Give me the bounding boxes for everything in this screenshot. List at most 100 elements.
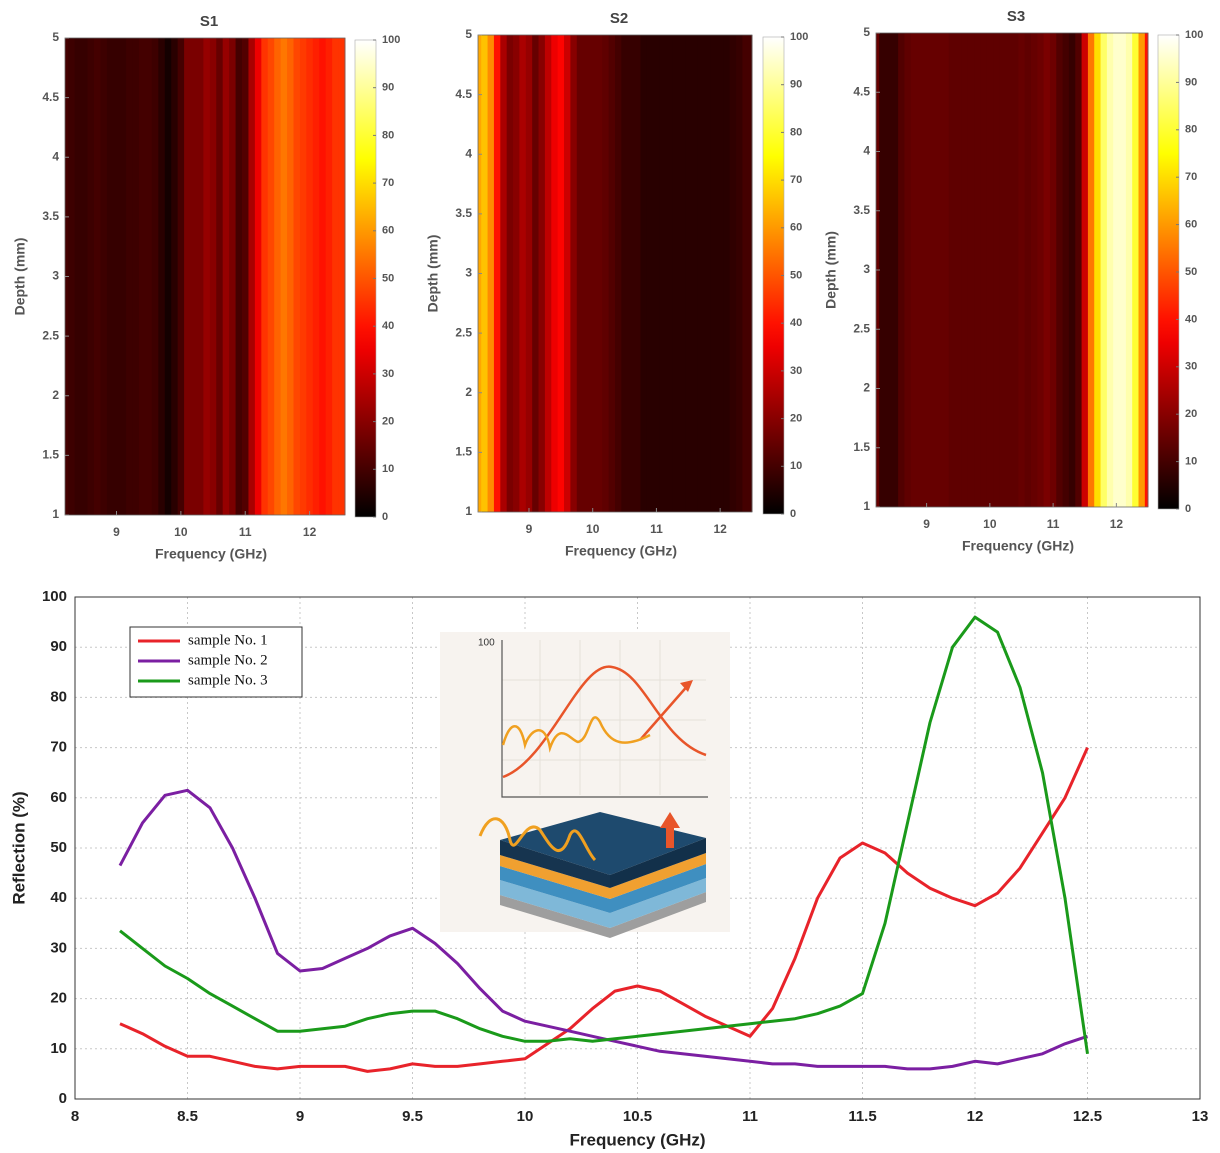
x-tick-label: 10 — [586, 522, 600, 536]
inset-wave — [478, 817, 597, 862]
y-tick-label: 90 — [50, 638, 67, 655]
heatmap-cell — [274, 38, 282, 515]
heatmap-cell — [74, 38, 82, 515]
heatmap — [65, 38, 346, 515]
x-tick-label: 8.5 — [177, 1108, 198, 1125]
y-tick-label: 3 — [863, 262, 870, 276]
heatmap-cell — [1125, 33, 1133, 507]
heatmap-cell — [500, 35, 508, 512]
x-tick-label: 12 — [1110, 517, 1124, 531]
colorbar-tick-label: 50 — [382, 272, 394, 284]
colorbar-tick-label: 70 — [1185, 171, 1197, 183]
x-tick-label: 12 — [713, 522, 727, 536]
heatmap-cell — [1062, 33, 1070, 507]
inset-label: 100 — [478, 638, 495, 649]
heatmap-cell — [1138, 33, 1146, 507]
heatmap-cell — [1068, 33, 1076, 507]
y-tick-label: 3 — [52, 269, 59, 283]
colorbar-tick-label: 0 — [1185, 503, 1191, 515]
x-tick-label: 11 — [1047, 517, 1060, 531]
heatmap-cell — [312, 38, 320, 515]
heatmap-cell — [209, 38, 217, 515]
colorbar-tick-label: 50 — [1185, 266, 1197, 278]
heatmap-cell — [627, 35, 635, 512]
heatmap-cell — [685, 35, 692, 512]
y-tick-label: 5 — [863, 25, 870, 39]
heatmap-cell — [891, 33, 899, 507]
heatmap-cell — [615, 35, 622, 512]
heatmap-cell — [904, 33, 912, 507]
heatmap-cell — [691, 35, 699, 512]
heatmap-cell — [1018, 33, 1026, 507]
inset-layer — [500, 853, 706, 899]
heatmap-cell — [1087, 33, 1095, 507]
heatmap-cell — [190, 38, 198, 515]
colorbar-tick-label: 60 — [1185, 219, 1197, 231]
x-tick-label: 10 — [517, 1108, 534, 1125]
inset-arrow — [639, 682, 691, 741]
heatmap-cell — [93, 38, 101, 515]
heatmap-cell — [967, 33, 975, 507]
heatmap-cell — [287, 38, 295, 515]
heatmap-cell — [519, 35, 527, 512]
heatmap-cell — [961, 33, 969, 507]
legend-label: sample No. 3 — [188, 672, 268, 688]
colorbar-tick-label: 30 — [1185, 361, 1197, 373]
colorbar-tick-label: 30 — [382, 368, 394, 380]
inset-layer — [500, 892, 706, 938]
heatmap-cell — [980, 33, 988, 507]
heatmap — [478, 35, 753, 512]
chart-title: S2 — [610, 10, 628, 27]
heatmap-cell — [100, 38, 108, 515]
heatmap-cell — [999, 33, 1007, 507]
heatmap-cell — [332, 38, 340, 515]
inset-layer — [500, 878, 706, 928]
heatmap-cell — [525, 35, 533, 512]
y-tick-label: 1.5 — [455, 445, 472, 459]
x-tick-label: 9 — [526, 522, 533, 536]
heatmap-cell — [672, 35, 680, 512]
heatmap-cell — [254, 38, 262, 515]
y-tick-label: 1.5 — [42, 448, 59, 462]
y-tick-label: 1.5 — [853, 440, 870, 454]
heatmap-cell — [338, 38, 346, 515]
heatmap-cell — [203, 38, 211, 515]
colorbar-tick-label: 70 — [382, 177, 394, 189]
heatmap-cell — [1081, 33, 1089, 507]
heatmap-cell — [646, 35, 654, 512]
x-tick-label: 11.5 — [848, 1108, 876, 1125]
heatmap-cell — [1005, 33, 1013, 507]
y-tick-label: 2.5 — [853, 321, 870, 335]
x-axis-label: Frequency (GHz) — [565, 543, 677, 559]
x-tick-label: 11 — [239, 525, 252, 539]
heatmap-cell — [602, 35, 610, 512]
x-tick-label: 9 — [113, 525, 120, 539]
colorbar-tick-label: 40 — [1185, 313, 1197, 325]
colorbar-tick-label: 90 — [382, 82, 394, 94]
legend-label: sample No. 2 — [188, 652, 268, 668]
heatmap-cell — [634, 35, 641, 512]
colorbar-tick-label: 70 — [790, 174, 802, 186]
y-tick-label: 2 — [52, 388, 59, 402]
y-tick-label: 10 — [50, 1040, 67, 1057]
heatmap-cell — [87, 38, 95, 515]
y-axis-label: Depth (mm) — [12, 238, 28, 316]
heatmap-cell — [513, 35, 520, 512]
heatmap-cell — [1024, 33, 1032, 507]
heatmap-cell — [879, 33, 886, 507]
heatmap-cell — [697, 35, 705, 512]
colorbar-tick-label: 30 — [790, 365, 802, 377]
y-tick-label: 4 — [465, 146, 472, 160]
colorbar-tick-label: 40 — [382, 320, 394, 332]
heatmap-cell — [986, 33, 994, 507]
colorbar-tick-label: 10 — [1185, 456, 1197, 468]
y-tick-label: 3 — [465, 266, 472, 280]
y-tick-label: 40 — [50, 889, 67, 906]
colorbar-tick-label: 60 — [382, 225, 394, 237]
colorbar-tick-label: 100 — [382, 34, 400, 46]
heatmap-cell — [570, 35, 578, 512]
y-axis-label: Depth (mm) — [425, 235, 441, 313]
series-line — [119, 615, 1089, 1055]
heatmap-cell — [1056, 33, 1064, 507]
